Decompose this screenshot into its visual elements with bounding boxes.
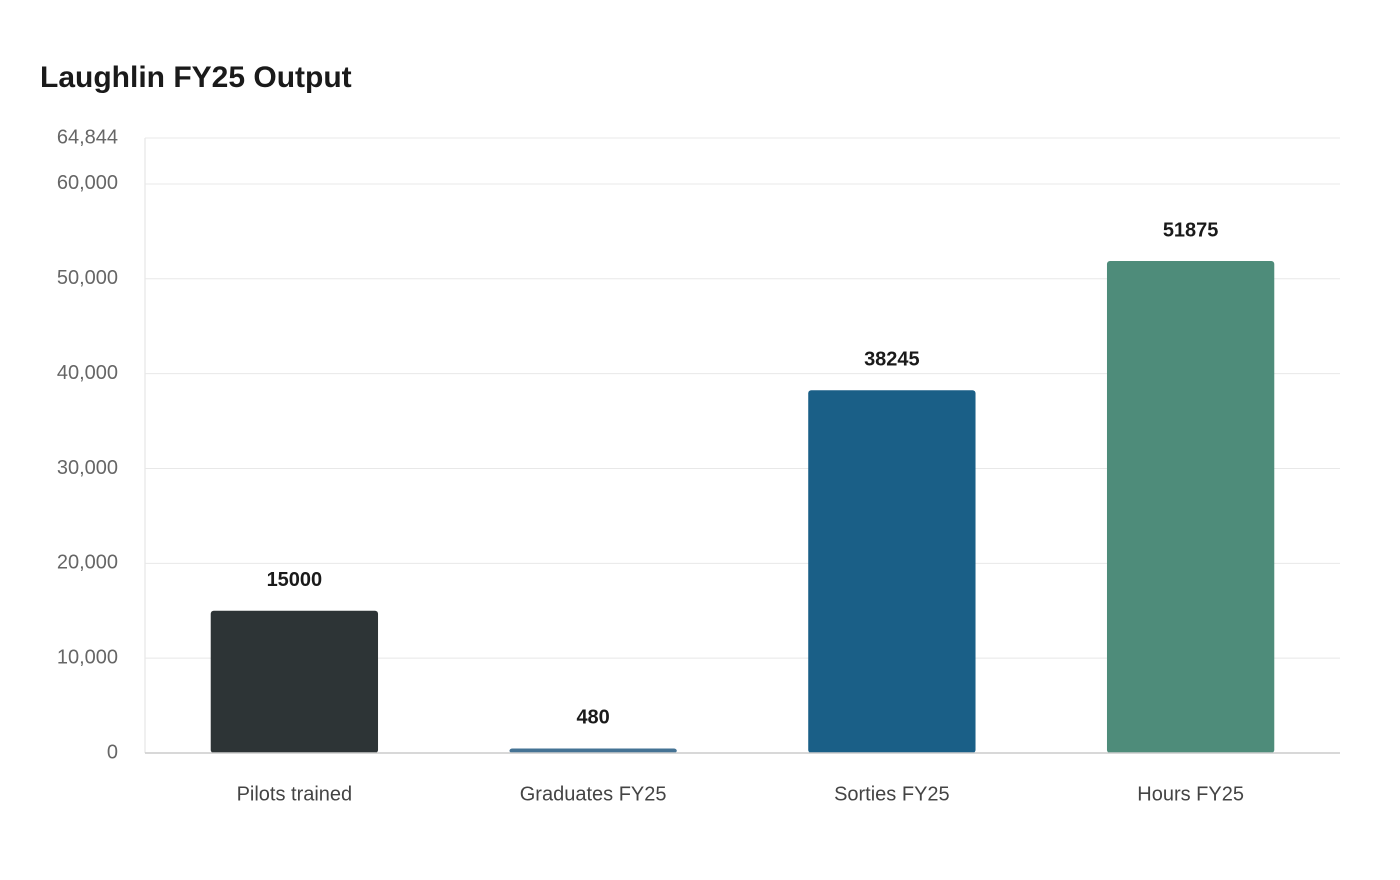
x-tick-label: Sorties FY25 [834,783,950,805]
bar [808,390,976,753]
y-tick-label: 0 [107,741,118,763]
bar [210,610,379,753]
x-tick-label: Graduates FY25 [520,783,667,805]
y-tick-label: 10,000 [57,646,118,668]
y-tick-label: 60,000 [57,172,118,194]
value-label: 15000 [267,569,323,591]
bar [509,748,677,753]
chart-title: Laughlin FY25 Output [40,61,352,94]
y-tick-label: 40,000 [57,362,118,384]
value-label: 38245 [864,349,920,371]
bar [1106,261,1275,753]
y-tick-label: 30,000 [57,457,118,479]
x-tick-label: Hours FY25 [1137,783,1244,805]
y-tick-label: 64,844 [57,126,118,148]
x-tick-label: Pilots trained [237,783,353,805]
value-label: 51875 [1163,219,1219,241]
y-tick-label: 50,000 [57,267,118,289]
y-tick-label: 20,000 [57,552,118,574]
value-label: 480 [576,707,609,729]
